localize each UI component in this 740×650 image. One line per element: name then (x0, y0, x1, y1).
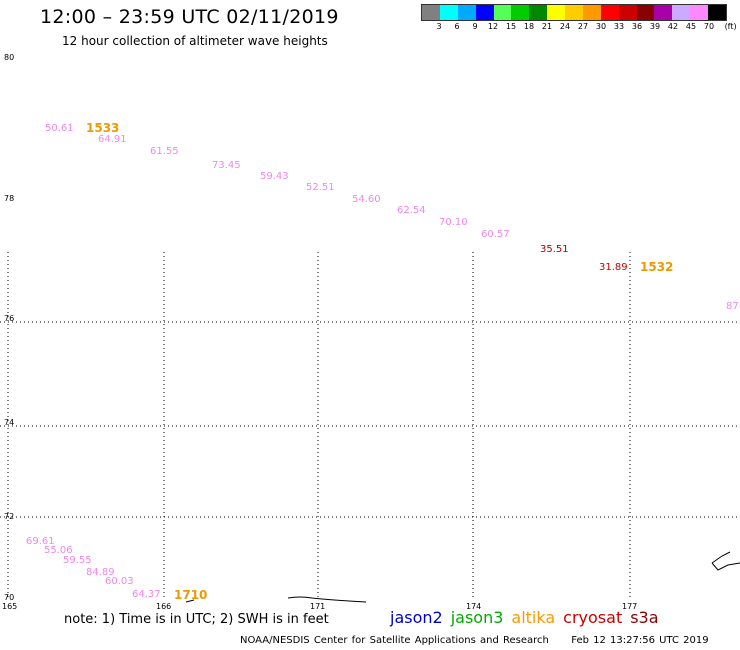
wave-height-label: 55.06 (44, 545, 73, 556)
wave-height-label: 35.51 (540, 244, 569, 255)
footer-timestamp: Feb 12 13:27:56 UTC 2019 (571, 635, 709, 646)
wave-height-label: 50.61 (45, 123, 74, 134)
pass-time-label: 1710 (174, 588, 207, 602)
lon-label-174: 174 (466, 602, 481, 611)
coastline-island (185, 599, 195, 603)
wave-height-label: 73.45 (212, 160, 241, 171)
wave-height-label: 59.43 (260, 171, 289, 182)
lat-label-80: 80 (4, 53, 14, 62)
legend-tick-label: 27 (577, 22, 589, 31)
lat-label-78: 78 (4, 194, 14, 203)
wave-height-label: 87 (726, 301, 739, 312)
map-title: 12:00 – 23:59 UTC 02/11/2019 (40, 6, 339, 28)
legend-tick-label: 15 (505, 22, 517, 31)
legend-swatch-0 (422, 5, 440, 20)
legend-tick-label: 30 (595, 22, 607, 31)
wave-height-label: 62.54 (397, 205, 426, 216)
satellite-legend-altika: altika (511, 608, 556, 627)
satellite-legend-s3a: s3a (630, 608, 659, 627)
lat-label-74: 74 (4, 418, 14, 427)
legend-swatch-14 (672, 5, 691, 20)
wave-height-label: 70.10 (439, 217, 468, 228)
note-text: note: 1) Time is in UTC; 2) SWH is in fe… (64, 612, 329, 627)
color-scale-swatches (421, 4, 727, 21)
legend-tick-label: 6 (454, 22, 460, 31)
color-scale-ticks: 3 6 9 12 15 18 21 24 27 30 33 36 39 42 45 70 (ft) (421, 21, 736, 35)
legend-swatch-5 (511, 5, 530, 20)
wave-height-label: 54.60 (352, 194, 381, 205)
legend-tick-label: 36 (631, 22, 643, 31)
legend-swatch-9 (582, 5, 601, 20)
legend-tick-label: 12 (487, 22, 499, 31)
legend-tick-label: 42 (667, 22, 679, 31)
coastline-siberia (287, 596, 367, 603)
satellite-legend-jason3: jason3 (450, 608, 504, 627)
lat-label-76: 76 (4, 314, 14, 323)
legend-swatch-16 (708, 5, 726, 20)
legend-swatch-15 (690, 5, 708, 20)
legend-swatch-3 (475, 5, 494, 20)
legend-tick-label: 33 (613, 22, 625, 31)
legend-tick-label: 24 (559, 22, 571, 31)
legend-swatch-1 (439, 5, 458, 20)
legend-swatch-7 (547, 5, 565, 20)
pass-time-label: 1532 (640, 260, 673, 274)
legend-swatch-10 (600, 5, 619, 20)
graticule (0, 252, 740, 600)
lon-label-165: 165 (2, 602, 17, 611)
wave-height-label: 69.61 (26, 536, 55, 547)
legend-swatch-13 (654, 5, 673, 20)
wave-height-label: 61.55 (150, 146, 179, 157)
legend-tick-label: 3 (436, 22, 442, 31)
legend-swatch-8 (565, 5, 583, 20)
lon-label-177: 177 (622, 602, 637, 611)
wave-height-label: 59.55 (63, 555, 92, 566)
legend-tick-label: 9 (472, 22, 478, 31)
lat-label-70: 70 (4, 593, 14, 602)
legend-swatch-2 (457, 5, 476, 20)
pass-time-label: 1533 (86, 121, 119, 135)
wave-height-label: 84.89 (86, 567, 115, 578)
coastline (185, 551, 740, 603)
footer: NOAA/NESDIS Center for Satellite Applica… (240, 635, 709, 646)
satellite-legend-jason2: jason2 (390, 608, 443, 627)
footer-org: NOAA/NESDIS Center for Satellite Applica… (240, 635, 549, 646)
legend-swatch-4 (493, 5, 512, 20)
satellite-legend: jason2 jason3 altika cryosat s3a (390, 608, 667, 627)
legend-tick-label: 18 (523, 22, 535, 31)
coastline-alaska (711, 551, 740, 571)
lon-label-171: 171 (310, 602, 325, 611)
legend-tick-label: 21 (541, 22, 553, 31)
wave-height-label: 31.89 (599, 262, 628, 273)
map-subtitle: 12 hour collection of altimeter wave hei… (62, 34, 328, 48)
legend-tick-label: 39 (649, 22, 661, 31)
color-scale-legend: 3 6 9 12 15 18 21 24 27 30 33 36 39 42 45 70 (ft) (421, 4, 737, 36)
legend-swatch-11 (618, 5, 637, 20)
legend-swatch-6 (529, 5, 548, 20)
lon-label-166: 166 (156, 602, 171, 611)
wave-height-label: 64.37 (132, 589, 161, 600)
lat-label-72: 72 (4, 512, 14, 521)
legend-tick-label: 45 (685, 22, 697, 31)
wave-height-label: 64.91 (98, 134, 127, 145)
satellite-legend-cryosat: cryosat (563, 608, 623, 627)
legend-unit-label: (ft) (724, 22, 737, 31)
legend-swatch-12 (636, 5, 655, 20)
legend-tick-label: 70 (703, 22, 715, 31)
wave-height-label: 60.57 (481, 229, 510, 240)
wave-height-label: 60.03 (105, 576, 134, 587)
wave-height-label: 52.51 (306, 182, 335, 193)
